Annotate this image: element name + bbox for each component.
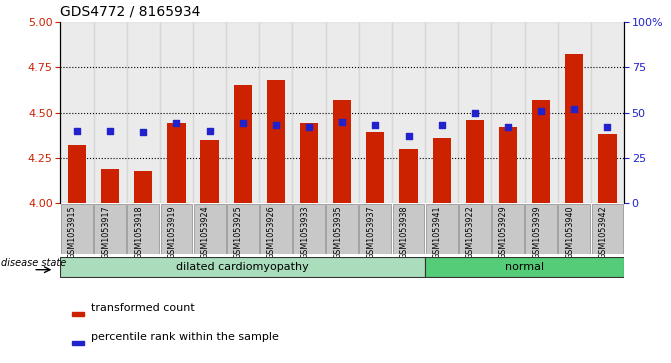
Point (138, 130, 149, 135)
Bar (558, 22, 591, 203)
Point (370, 122, 380, 128)
FancyBboxPatch shape (360, 204, 391, 254)
Bar (532, 100, 550, 203)
FancyBboxPatch shape (425, 257, 624, 277)
FancyBboxPatch shape (94, 204, 126, 254)
Text: GSM1053941: GSM1053941 (433, 205, 442, 259)
Point (403, 133, 414, 139)
FancyBboxPatch shape (160, 204, 193, 254)
Bar (599, 134, 617, 203)
Bar (234, 85, 252, 203)
Bar (300, 123, 318, 203)
Text: GSM1053922: GSM1053922 (466, 205, 475, 259)
Bar (226, 22, 259, 203)
Text: GSM1053940: GSM1053940 (565, 205, 574, 259)
Point (72, 128, 83, 134)
Bar (72, 312, 84, 316)
Text: transformed count: transformed count (91, 303, 195, 313)
FancyBboxPatch shape (459, 204, 491, 254)
Bar (366, 132, 384, 203)
Bar (201, 140, 219, 203)
Bar (68, 145, 86, 203)
Text: GSM1053917: GSM1053917 (101, 205, 110, 259)
Bar (333, 100, 352, 203)
Text: GSM1053935: GSM1053935 (333, 205, 342, 259)
FancyBboxPatch shape (326, 204, 358, 254)
Text: GSM1053939: GSM1053939 (532, 205, 541, 259)
Text: GSM1053938: GSM1053938 (399, 205, 409, 259)
Bar (565, 54, 583, 203)
Text: GSM1053942: GSM1053942 (599, 205, 607, 259)
FancyBboxPatch shape (127, 204, 159, 254)
Bar (127, 22, 160, 203)
Text: GSM1053918: GSM1053918 (134, 205, 144, 259)
FancyBboxPatch shape (393, 204, 425, 254)
Text: GSM1053924: GSM1053924 (201, 205, 209, 259)
Bar (359, 22, 392, 203)
Text: GSM1053925: GSM1053925 (234, 205, 243, 259)
Bar (60, 22, 93, 203)
Bar (72, 341, 84, 345)
Bar (433, 138, 451, 203)
Point (569, 106, 580, 112)
Bar (93, 22, 127, 203)
FancyBboxPatch shape (592, 204, 623, 254)
Bar (193, 22, 226, 203)
Bar (259, 22, 293, 203)
Text: GSM1053919: GSM1053919 (168, 205, 176, 259)
Text: GSM1053937: GSM1053937 (366, 205, 375, 259)
FancyBboxPatch shape (61, 204, 93, 254)
Point (238, 121, 248, 126)
FancyBboxPatch shape (260, 204, 292, 254)
Bar (491, 22, 525, 203)
Text: GSM1053929: GSM1053929 (499, 205, 508, 259)
FancyBboxPatch shape (60, 257, 425, 277)
FancyBboxPatch shape (426, 204, 458, 254)
Text: GDS4772 / 8165934: GDS4772 / 8165934 (60, 5, 201, 19)
Text: normal: normal (505, 262, 544, 272)
Point (105, 128, 115, 134)
Point (436, 122, 447, 128)
Text: percentile rank within the sample: percentile rank within the sample (91, 332, 278, 342)
Point (470, 110, 480, 115)
Point (171, 121, 182, 126)
Bar (160, 22, 193, 203)
Text: GSM1053915: GSM1053915 (68, 205, 77, 259)
Point (304, 124, 315, 130)
Bar (458, 22, 491, 203)
Bar (293, 22, 325, 203)
Point (270, 122, 281, 128)
Point (602, 124, 613, 130)
Bar (466, 120, 484, 203)
Point (204, 128, 215, 134)
Text: GSM1053933: GSM1053933 (300, 205, 309, 259)
Bar (525, 22, 558, 203)
Bar (267, 80, 285, 203)
Text: disease state: disease state (1, 258, 66, 268)
Bar (392, 22, 425, 203)
FancyBboxPatch shape (293, 204, 325, 254)
FancyBboxPatch shape (492, 204, 524, 254)
FancyBboxPatch shape (558, 204, 590, 254)
Text: GSM1053926: GSM1053926 (267, 205, 276, 259)
FancyBboxPatch shape (194, 204, 225, 254)
Bar (134, 171, 152, 203)
Point (337, 119, 348, 125)
FancyBboxPatch shape (525, 204, 557, 254)
Bar (425, 22, 458, 203)
FancyBboxPatch shape (227, 204, 258, 254)
Point (503, 124, 513, 130)
Bar (591, 22, 624, 203)
Bar (399, 149, 417, 203)
Bar (499, 127, 517, 203)
Bar (325, 22, 359, 203)
Point (535, 108, 546, 114)
Text: dilated cardiomyopathy: dilated cardiomyopathy (176, 262, 309, 272)
Bar (167, 123, 186, 203)
Bar (101, 169, 119, 203)
